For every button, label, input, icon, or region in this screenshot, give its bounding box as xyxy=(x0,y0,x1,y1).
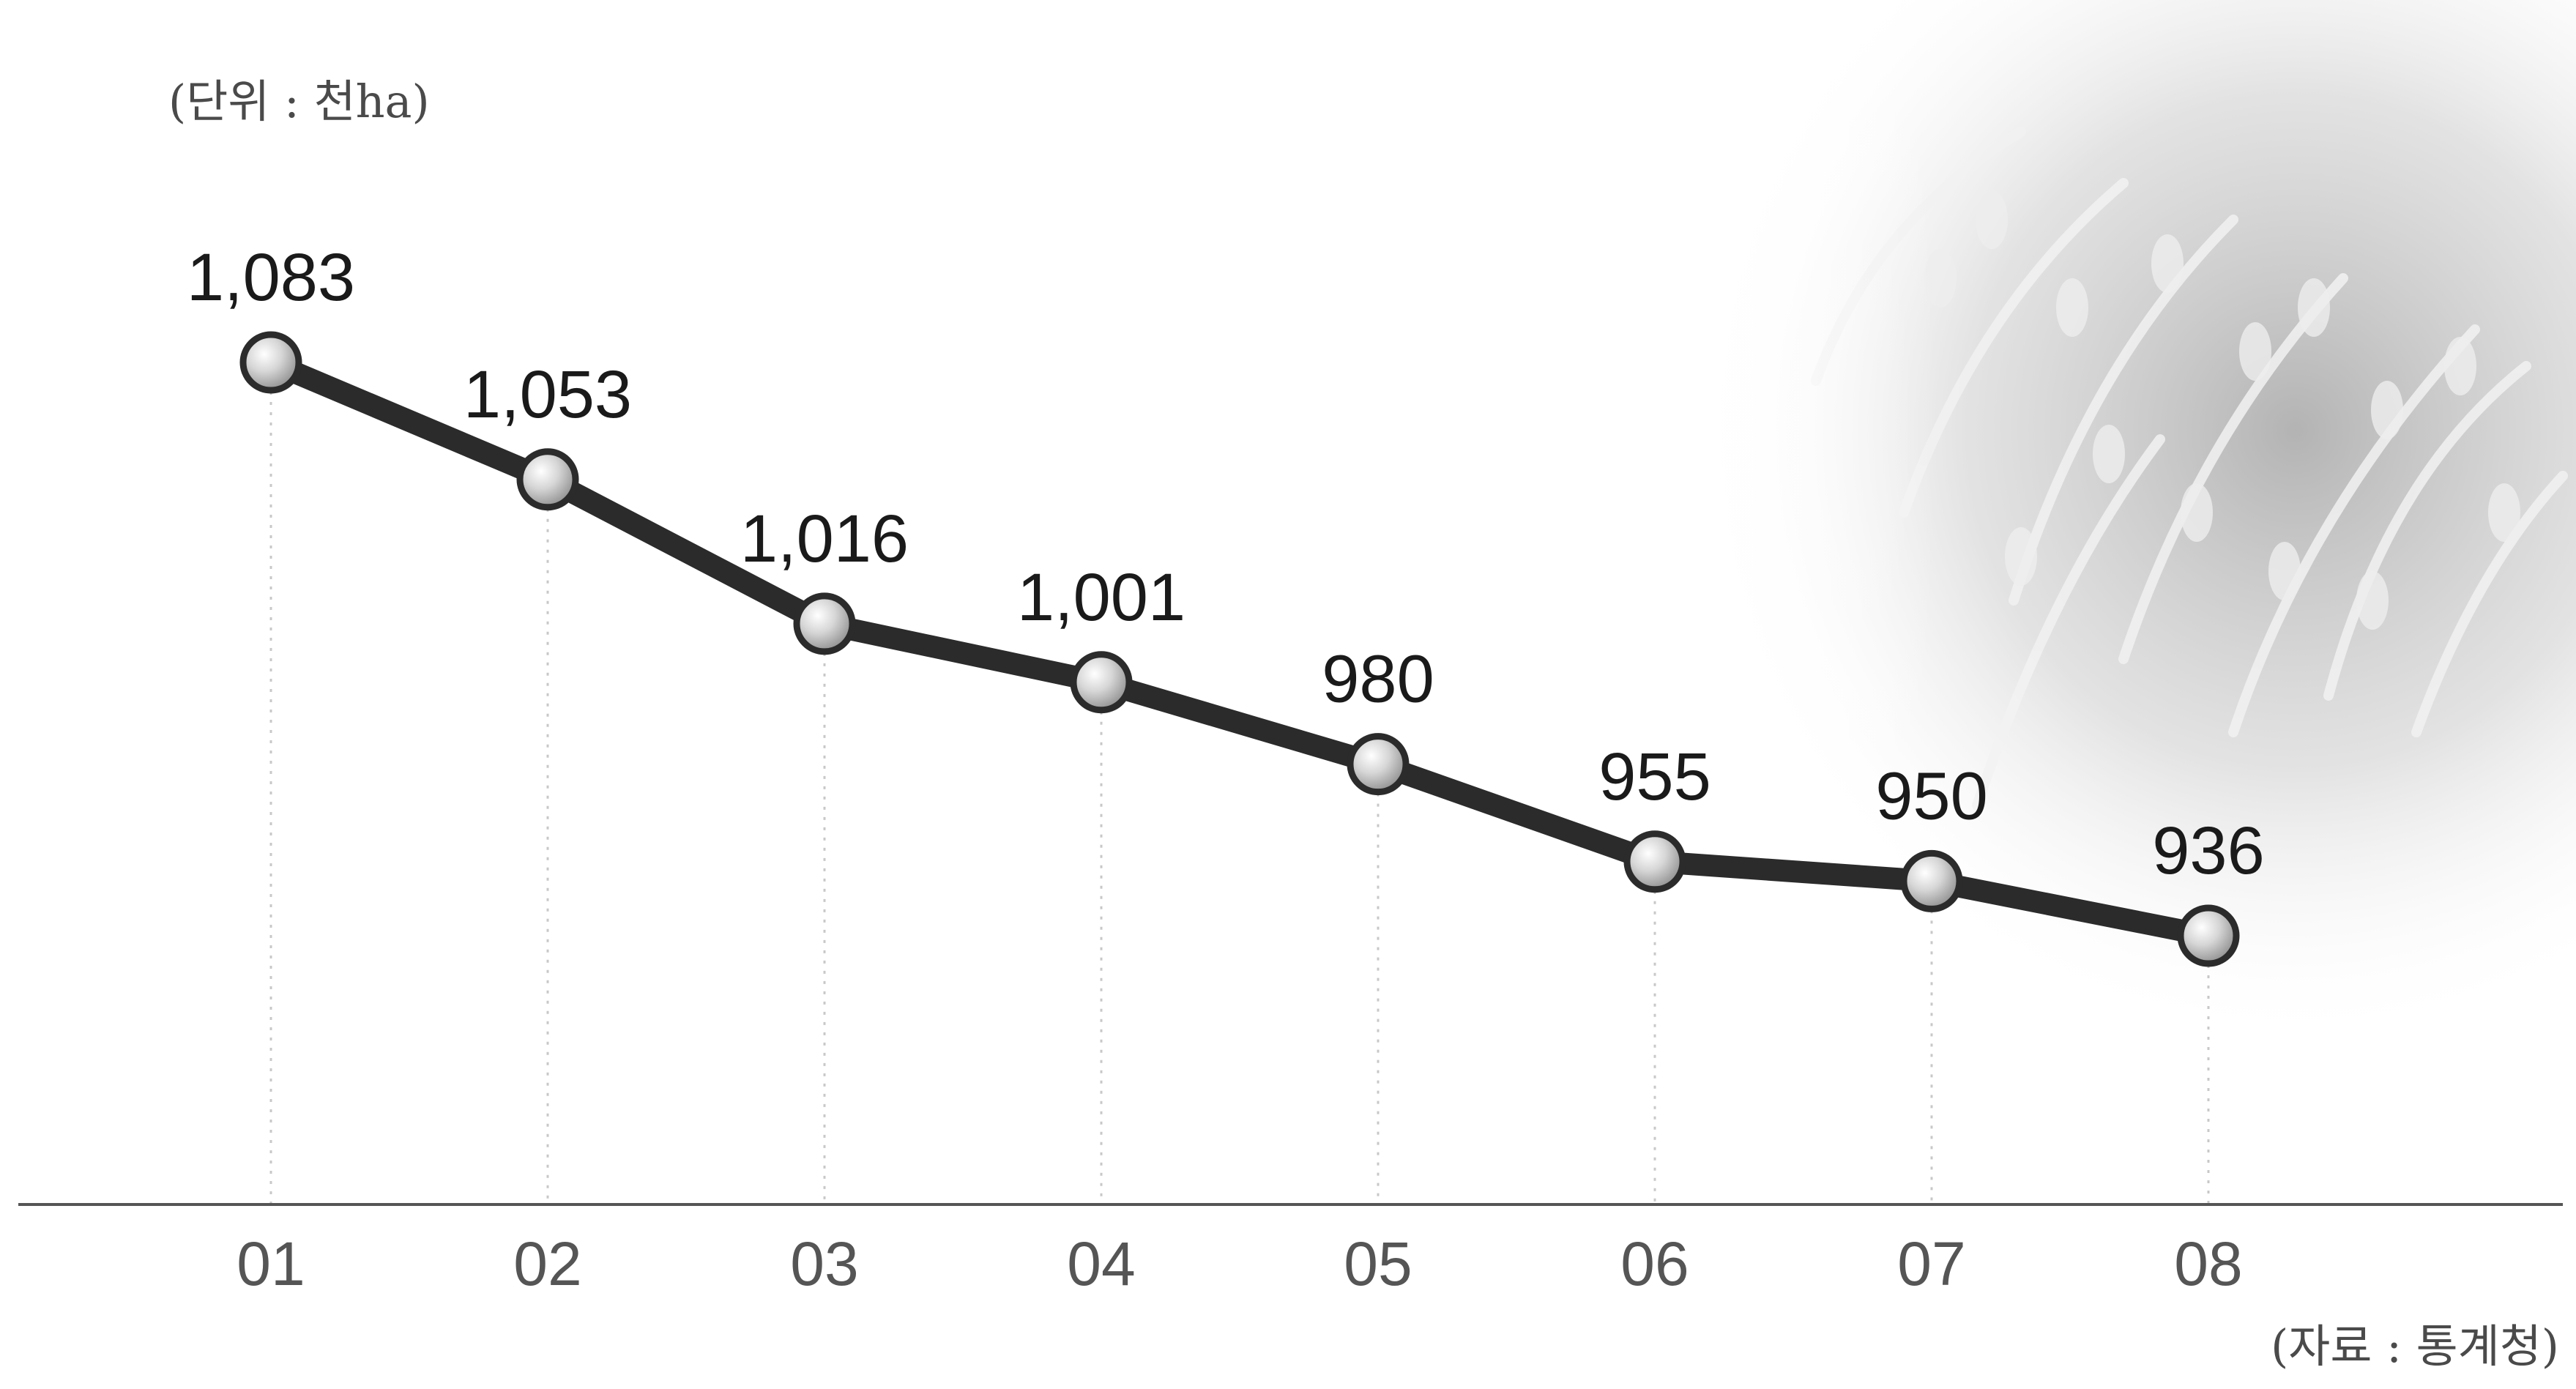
x-tick-label-01: 01 xyxy=(237,1229,305,1298)
data-label-06: 955 xyxy=(1598,740,1711,814)
data-point-04 xyxy=(1070,651,1133,714)
data-label-01: 1,083 xyxy=(187,240,355,315)
x-tick-label-06: 06 xyxy=(1620,1229,1689,1298)
unit-label: (단위 : 천ha) xyxy=(168,75,430,128)
x-axis-tick-labels: 01 02 03 04 05 06 07 08 xyxy=(237,1229,2242,1298)
data-label-07: 950 xyxy=(1875,759,1988,833)
series-line-path xyxy=(260,351,2219,947)
data-point-06 xyxy=(1623,830,1686,893)
x-tick-label-02: 02 xyxy=(513,1229,581,1298)
data-point-01 xyxy=(239,331,302,394)
data-point-05 xyxy=(1347,733,1410,796)
source-label: (자료 : 통계청) xyxy=(2271,1319,2559,1373)
data-label-03: 1,016 xyxy=(740,502,909,576)
data-point-08 xyxy=(2177,904,2240,967)
data-point-03 xyxy=(793,592,856,655)
x-tick-label-04: 04 xyxy=(1067,1229,1135,1298)
data-label-08: 936 xyxy=(2152,813,2265,888)
rice-photo-background xyxy=(1574,0,2576,1025)
data-label-02: 1,053 xyxy=(464,357,632,432)
vertical-gridlines xyxy=(269,392,2210,1204)
data-label-05: 980 xyxy=(1322,642,1434,717)
x-tick-label-08: 08 xyxy=(2174,1229,2242,1298)
data-markers xyxy=(239,331,2240,967)
x-tick-label-03: 03 xyxy=(790,1229,858,1298)
series-line xyxy=(260,351,2219,947)
data-labels: 1,083 1,053 1,016 1,001 980 955 950 936 xyxy=(187,240,2265,888)
data-label-04: 1,001 xyxy=(1017,560,1185,635)
x-tick-label-05: 05 xyxy=(1344,1229,1412,1298)
data-point-02 xyxy=(516,448,579,511)
x-tick-label-07: 07 xyxy=(1897,1229,1965,1298)
data-point-07 xyxy=(1900,849,1963,912)
